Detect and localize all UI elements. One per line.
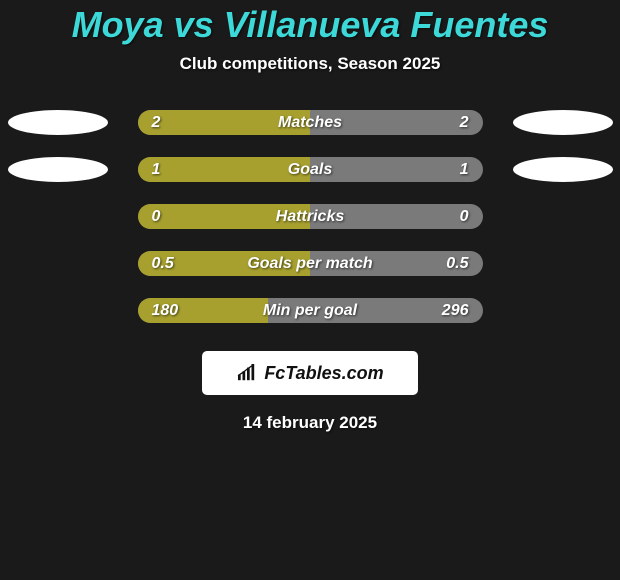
team-pill-right — [513, 251, 613, 276]
team-pill-left — [8, 110, 108, 135]
stat-value-right: 1 — [460, 157, 469, 182]
team-pill-left — [8, 251, 108, 276]
team-pill-right — [513, 298, 613, 323]
team-pill-left — [8, 204, 108, 229]
stat-value-right: 2 — [460, 110, 469, 135]
stat-value-left: 0 — [152, 204, 161, 229]
team-pill-right — [513, 157, 613, 182]
stat-label: Min per goal — [263, 298, 357, 323]
bar-chart-icon — [236, 364, 258, 382]
stat-label: Matches — [278, 110, 342, 135]
bar-fill-right — [310, 157, 483, 182]
stat-rows: 2 Matches 2 1 Goals 1 0 Hattricks 0 0.5 Goals per … — [0, 110, 620, 323]
brand-badge[interactable]: FcTables.com — [202, 351, 418, 395]
date-text: 14 february 2025 — [0, 413, 620, 433]
stat-row: 0 Hattricks 0 — [0, 204, 620, 229]
subtitle: Club competitions, Season 2025 — [0, 54, 620, 74]
team-pill-left — [8, 298, 108, 323]
stat-bar: 2 Matches 2 — [138, 110, 483, 135]
stat-value-right: 0 — [460, 204, 469, 229]
stat-value-left: 180 — [152, 298, 179, 323]
stat-bar: 0 Hattricks 0 — [138, 204, 483, 229]
brand-text: FcTables.com — [264, 363, 383, 384]
stat-label: Hattricks — [276, 204, 344, 229]
page-title: Moya vs Villanueva Fuentes — [0, 4, 620, 46]
stat-bar: 1 Goals 1 — [138, 157, 483, 182]
stat-row: 1 Goals 1 — [0, 157, 620, 182]
stat-row: 2 Matches 2 — [0, 110, 620, 135]
team-pill-right — [513, 110, 613, 135]
stat-value-left: 0.5 — [152, 251, 174, 276]
stat-value-left: 2 — [152, 110, 161, 135]
team-pill-left — [8, 157, 108, 182]
stat-value-left: 1 — [152, 157, 161, 182]
stat-label: Goals — [288, 157, 332, 182]
stat-bar: 180 Min per goal 296 — [138, 298, 483, 323]
bar-fill-left — [138, 157, 311, 182]
stat-row: 180 Min per goal 296 — [0, 298, 620, 323]
stat-row: 0.5 Goals per match 0.5 — [0, 251, 620, 276]
stat-label: Goals per match — [247, 251, 372, 276]
stat-bar: 0.5 Goals per match 0.5 — [138, 251, 483, 276]
comparison-card: Moya vs Villanueva Fuentes Club competit… — [0, 0, 620, 433]
stat-value-right: 0.5 — [446, 251, 468, 276]
team-pill-right — [513, 204, 613, 229]
stat-value-right: 296 — [442, 298, 469, 323]
